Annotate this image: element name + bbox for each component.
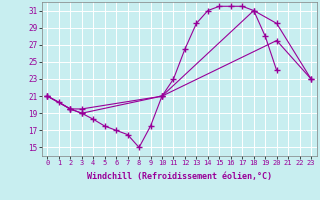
X-axis label: Windchill (Refroidissement éolien,°C): Windchill (Refroidissement éolien,°C) (87, 172, 272, 181)
